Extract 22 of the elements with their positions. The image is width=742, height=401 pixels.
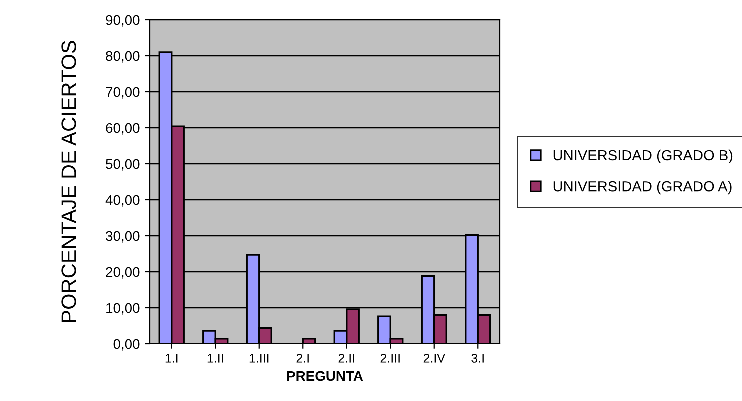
y-tick-label: 80,00 <box>106 51 140 63</box>
x-tick-label: 1.I <box>166 354 178 363</box>
x-tick-label: 1.II <box>208 354 224 363</box>
legend-label: UNIVERSIDAD (GRADO B) <box>554 150 733 164</box>
y-tick-label: 40,00 <box>106 195 140 207</box>
x-tick-label: 1.III <box>250 354 269 363</box>
x-tick-label: 2.III <box>380 354 400 363</box>
y-tick-label: 60,00 <box>106 123 140 135</box>
y-tick-label: 70,00 <box>106 87 140 99</box>
x-axis-title: PREGUNTA <box>287 371 364 382</box>
x-tick-label: 2.I <box>296 354 309 363</box>
y-tick-label: 90,00 <box>106 15 140 27</box>
y-tick-label: 0,00 <box>114 339 140 351</box>
y-tick-label: 20,00 <box>106 267 140 279</box>
y-tick-label: 30,00 <box>106 231 140 243</box>
x-tick-label: 2.II <box>338 354 354 363</box>
x-tick-label: 2.IV <box>424 354 446 363</box>
x-tick-label: 3.I <box>472 354 484 363</box>
legend-label: UNIVERSIDAD (GRADO A) <box>554 181 732 195</box>
y-tick-label: 50,00 <box>106 159 140 171</box>
y-tick-label: 10,00 <box>106 303 140 315</box>
y-axis-title: PORCENTAJE DE ACIERTOS <box>62 41 76 322</box>
